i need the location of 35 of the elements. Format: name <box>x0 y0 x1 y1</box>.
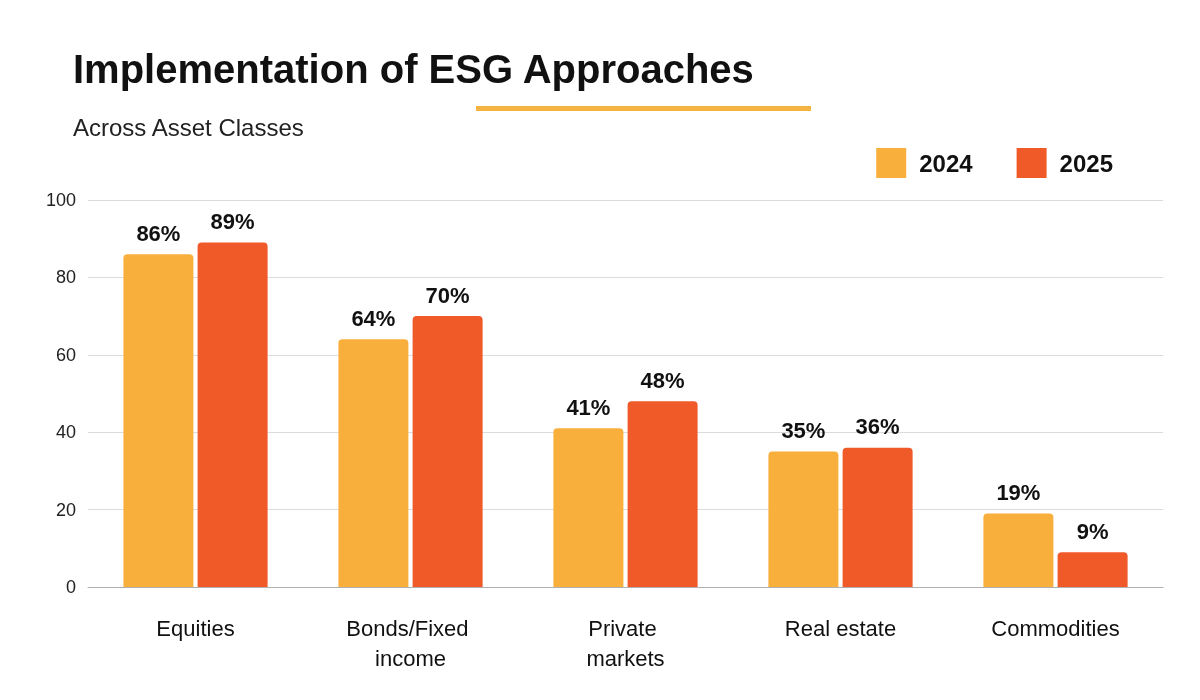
y-tick-label: 40 <box>55 422 76 443</box>
bar <box>842 447 913 587</box>
bar <box>983 513 1054 587</box>
data-label: 48% <box>640 367 685 393</box>
x-tick-label: Equities <box>156 615 235 641</box>
y-tick-label: 20 <box>55 499 76 520</box>
x-tick-label: Commodities <box>991 615 1120 641</box>
legend-label: 2025 <box>1059 149 1113 177</box>
data-label: 89% <box>210 209 255 235</box>
data-label: 9% <box>1076 518 1109 544</box>
chart-subtitle: Across Asset Classes <box>73 113 304 141</box>
data-label: 19% <box>996 479 1041 505</box>
bar <box>338 339 409 587</box>
y-tick-label: 100 <box>45 190 76 210</box>
data-label: 64% <box>351 305 396 331</box>
x-tick-label: Bonds/Fixed income <box>346 615 475 671</box>
y-tick-label: 60 <box>55 344 76 365</box>
x-tick-label: Private markets <box>586 615 665 671</box>
y-tick-label: 80 <box>55 267 76 288</box>
chart-title: Implementation of ESG Approaches <box>73 47 754 91</box>
data-label: 41% <box>566 394 611 420</box>
legend-label: 2024 <box>919 149 974 177</box>
bar <box>197 242 268 587</box>
bar <box>553 428 624 587</box>
y-tick-label: 0 <box>65 577 76 597</box>
data-label: 36% <box>855 414 900 440</box>
data-label: 35% <box>781 418 826 444</box>
bar <box>412 316 483 587</box>
bar <box>627 401 698 587</box>
bar <box>1057 552 1128 587</box>
data-label: 70% <box>425 282 470 308</box>
bar <box>768 451 839 587</box>
bar <box>123 254 194 587</box>
x-tick-label: Real estate <box>784 615 897 641</box>
data-label: 86% <box>136 220 181 246</box>
